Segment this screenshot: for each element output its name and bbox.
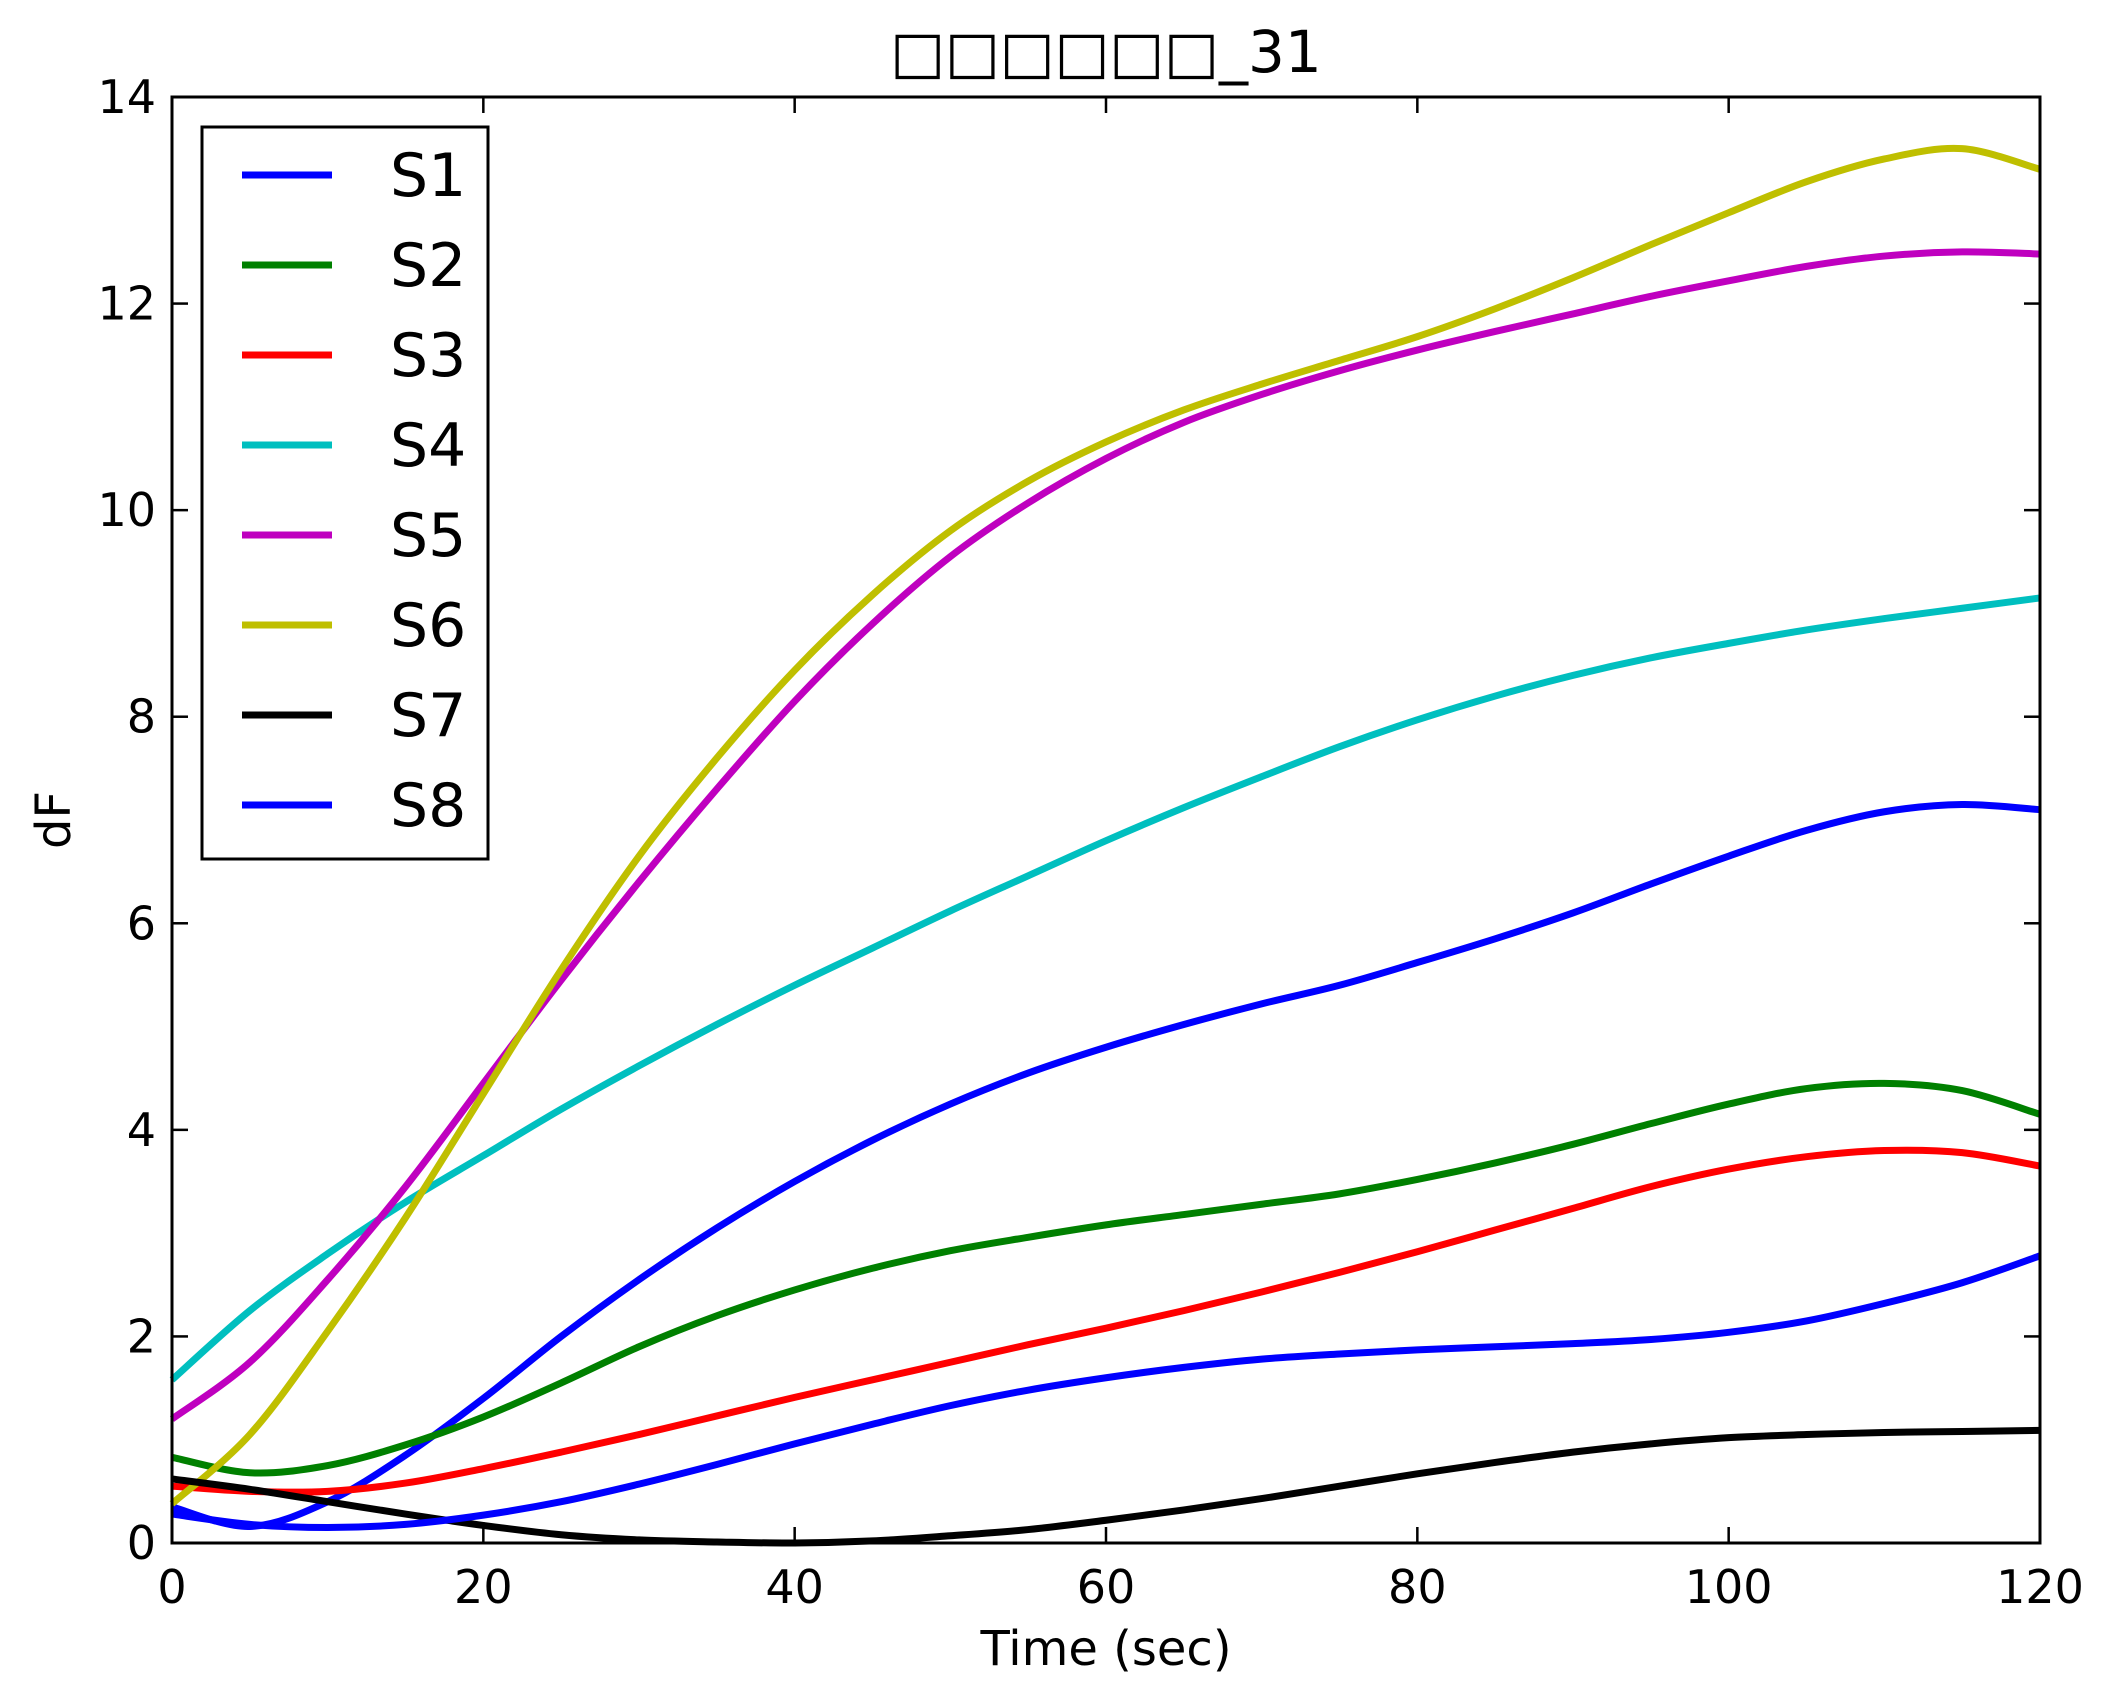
series-line-s1 (171, 801, 2041, 1530)
y-tick-label: 6 (127, 896, 156, 950)
y-tick-label: 10 (97, 483, 156, 537)
legend-label-s2: S2 (390, 231, 466, 301)
x-tick-label: 0 (157, 1560, 186, 1614)
series-line-s3 (171, 1146, 2041, 1496)
series-line-s8 (171, 1252, 2042, 1532)
legend-label-s5: S5 (390, 501, 466, 571)
chart-title: □□□□□□_31 (890, 18, 1322, 86)
x-tick-label: 80 (1388, 1560, 1447, 1614)
series-line-s6 (169, 144, 2041, 1507)
series-line-s4 (169, 594, 2041, 1383)
legend-label-s4: S4 (390, 411, 466, 481)
y-tick-label: 2 (127, 1309, 156, 1363)
x-tick-label: 100 (1685, 1560, 1773, 1614)
ticks-layer: 0 20 40 60 80 100 120 0 2 4 6 8 10 12 14 (97, 70, 2083, 1614)
legend-label-s1: S1 (390, 141, 466, 211)
x-axis-label: Time (sec) (979, 1621, 1231, 1677)
legend: S1 S2 S3 S4 S5 S6 S7 S8 (200, 125, 490, 861)
legend-box (200, 125, 490, 861)
y-tick-label: 4 (127, 1103, 156, 1157)
x-tick-label: 40 (765, 1560, 824, 1614)
legend-label-s6: S6 (390, 591, 466, 661)
y-tick-label: 12 (97, 277, 156, 331)
y-tick-label: 0 (127, 1516, 156, 1570)
legend-label-s8: S8 (390, 771, 466, 841)
x-tick-label: 20 (454, 1560, 513, 1614)
x-tick-label: 120 (1996, 1560, 2084, 1614)
y-tick-label: 8 (127, 690, 156, 744)
series-layer (169, 144, 2042, 1547)
series-line-s2 (171, 1079, 2042, 1477)
series-line-s7 (171, 1426, 2041, 1547)
legend-label-s7: S7 (390, 681, 466, 751)
y-tick-label: 14 (97, 70, 156, 124)
x-tick-label: 60 (1077, 1560, 1136, 1614)
series-line-s5 (169, 248, 2041, 1422)
plot-frame (170, 95, 2042, 1545)
y-axis-label: dF (26, 791, 82, 849)
legend-label-s3: S3 (390, 321, 466, 391)
